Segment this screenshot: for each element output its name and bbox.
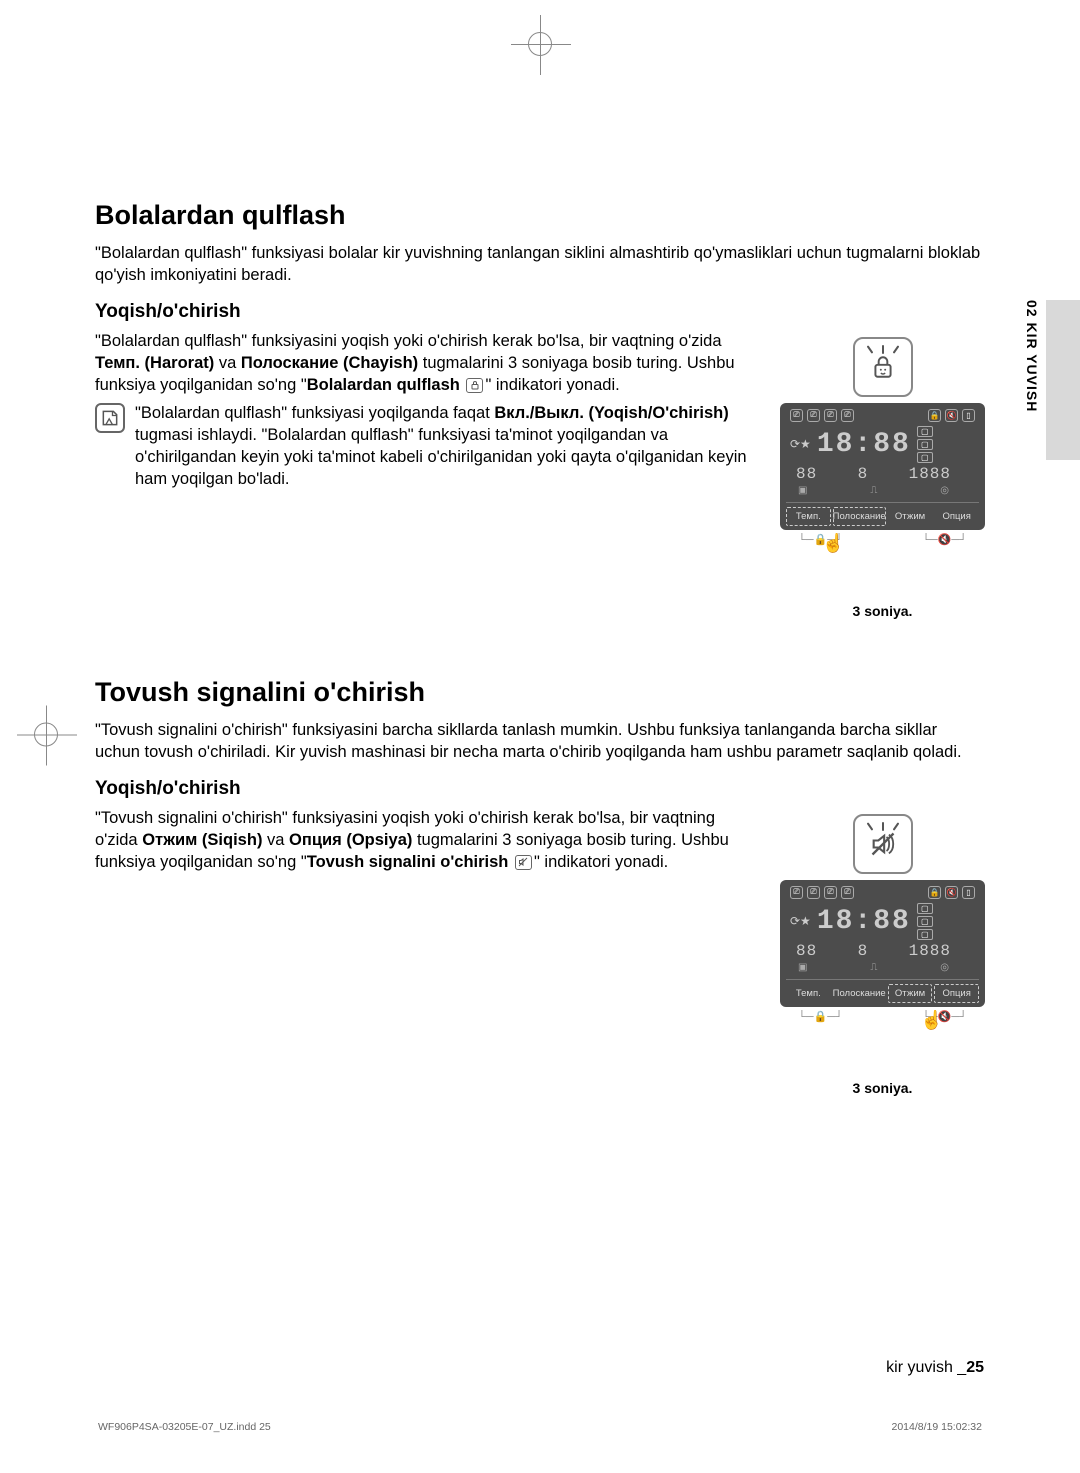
main-time: 18:88 — [817, 429, 911, 460]
body-text-2: "Tovush signalini o'chirish" funksiyasin… — [95, 808, 750, 874]
side-tab-label: 02 KIR YUVISH — [1024, 300, 1040, 412]
note-block: "Bolalardan qulflash" funksiyasi yoqilga… — [95, 403, 750, 497]
section-sound-off: Tovush signalini o'chirish "Tovush signa… — [95, 677, 985, 1106]
btn-option: Опция — [934, 507, 979, 526]
panel-buttons: Темп. Полоскание Отжим Опция — [786, 507, 979, 526]
under-panel-annotations: └─🔒─┘ └─🔇─┘ ☝ — [780, 533, 985, 569]
display-panel-2: ⎚⎚⎚⎚ 🔒🔇▯ ⟳★ 18:88 ▢▢▢ 88 8 1888 ▣⎍◎ Темп… — [780, 880, 985, 1007]
section-child-lock: Bolalardan qulflash "Bolalardan qulflash… — [95, 200, 985, 629]
top-icons-left: ⎚⎚⎚⎚ — [790, 409, 854, 422]
tap-hand-icon-2: ☝ — [921, 1010, 943, 1031]
lock-face-icon — [870, 354, 896, 380]
tap-hand-icon: ☝ — [822, 533, 844, 554]
btn-temp: Темп. — [786, 507, 831, 526]
intro-text-2: "Tovush signalini o'chirish" funksiyasin… — [95, 720, 985, 764]
mute-indicator-icon: 🔇 — [945, 886, 958, 899]
page-footer: kir yuvish _25 — [886, 1359, 984, 1377]
note-text: "Bolalardan qulflash" funksiyasi yoqilga… — [135, 403, 750, 491]
intro-text: "Bolalardan qulflash" funksiyasi bolalar… — [95, 243, 985, 287]
display-panel: ⎚⎚⎚⎚ 🔒🔇▯ ⟳★ 18:88 ▢▢▢ 88 8 1888 ▣⎍◎ — [780, 403, 985, 530]
figure-child-lock: ⎚⎚⎚⎚ 🔒🔇▯ ⟳★ 18:88 ▢▢▢ 88 8 1888 ▣⎍◎ — [780, 337, 985, 619]
lock-icon-callout — [853, 337, 913, 397]
btn-spin-hl: Отжим — [888, 984, 933, 1003]
subheading: Yoqish/o'chirish — [95, 301, 985, 323]
lock-inline-icon — [466, 378, 483, 393]
speaker-mute-icon — [869, 830, 897, 858]
btn-rinse: Полоскание — [833, 507, 886, 526]
side-tab — [1046, 300, 1080, 460]
figure-caption-2: 3 soniya. — [780, 1080, 985, 1096]
heading-child-lock: Bolalardan qulflash — [95, 200, 985, 231]
btn-spin: Отжим — [888, 507, 933, 526]
note-icon — [95, 403, 125, 433]
body-text: "Bolalardan qulflash" funksiyasini yoqis… — [95, 331, 750, 397]
figure-sound-off: ⎚⎚⎚⎚ 🔒🔇▯ ⟳★ 18:88 ▢▢▢ 88 8 1888 ▣⎍◎ Темп… — [780, 814, 985, 1096]
figure-caption: 3 soniya. — [780, 603, 985, 619]
mute-inline-icon — [515, 855, 532, 870]
top-icons-right: 🔒🔇▯ — [928, 409, 975, 422]
heading-sound-off: Tovush signalini o'chirish — [95, 677, 985, 708]
btn-option-hl: Опция — [934, 984, 979, 1003]
lock-indicator-icon: 🔒 — [928, 409, 941, 422]
indd-metadata: WF906P4SA-03205E-07_UZ.indd 252014/8/19 … — [98, 1421, 982, 1433]
crop-mark-left — [34, 722, 58, 751]
subheading-2: Yoqish/o'chirish — [95, 778, 985, 800]
mute-icon-callout — [853, 814, 913, 874]
under-panel-annotations-2: └─🔒─┘ └─🔇─┘ ☝ — [780, 1010, 985, 1046]
